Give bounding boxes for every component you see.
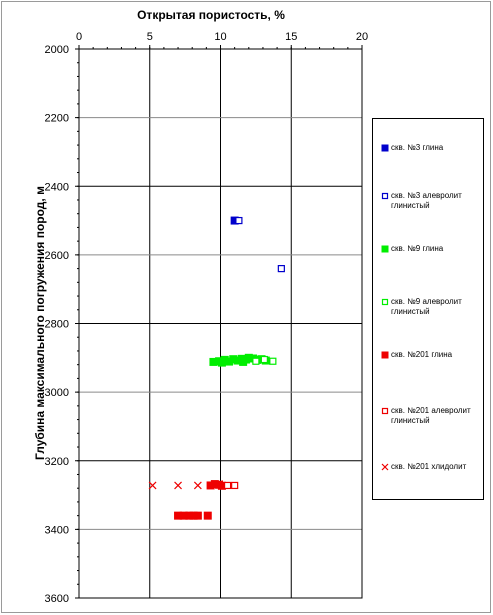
- data-point: [193, 481, 202, 490]
- data-point: [277, 265, 285, 273]
- x-tick-label: 10: [214, 31, 226, 43]
- x-tick-label: 20: [356, 31, 368, 43]
- y-tick-label: 2600: [45, 250, 69, 262]
- data-point: [174, 481, 182, 490]
- y-tick-label: 3200: [45, 456, 69, 468]
- legend-label: скв. №9 алевролит глинистый: [391, 297, 462, 316]
- legend-marker-icon: [381, 144, 389, 152]
- y-tick-label: 2000: [45, 44, 69, 56]
- mark-layer: [148, 216, 285, 520]
- data-point: [231, 481, 239, 490]
- legend-label: скв. №3 алевролит глинистый: [391, 191, 462, 210]
- legend-marker-icon: [381, 351, 389, 359]
- data-point: [260, 355, 268, 364]
- data-point: [239, 357, 248, 366]
- data-point: [148, 481, 157, 490]
- y-tick-label: 3000: [45, 387, 69, 399]
- legend-marker-icon: [381, 407, 389, 415]
- legend-marker-icon: [381, 463, 389, 471]
- tick-layer: 0 5 10 15 20 2000 2200 2400 2600 2800 3000 3200 3400…: [45, 31, 369, 605]
- legend-label: скв. №9 глина: [391, 244, 444, 253]
- y-tick-label: 2400: [45, 181, 69, 193]
- data-point: [215, 480, 224, 489]
- data-point: [269, 357, 277, 365]
- legend-label: скв. №201 алевролит глинистый: [391, 406, 471, 425]
- legend-marker-icon: [381, 298, 389, 306]
- x-tick-label: 15: [285, 31, 297, 43]
- x-tick-label: 5: [147, 31, 153, 43]
- data-point: [223, 481, 232, 490]
- x-axis-title: Открытая пористость, %: [137, 8, 285, 22]
- data-point: [193, 511, 202, 520]
- data-point: [235, 216, 243, 225]
- data-point: [217, 358, 226, 367]
- y-tick-label: 2800: [45, 319, 69, 331]
- x-tick-label: 0: [76, 31, 82, 43]
- legend-label: скв. №3 глина: [391, 143, 444, 152]
- legend-label: скв. №201 хлидолит: [391, 462, 467, 471]
- y-tick-label: 3400: [45, 524, 69, 536]
- grid-layer: [78, 48, 363, 599]
- legend: скв. №3 глина скв. №3 алевролит глинистый…: [372, 118, 484, 500]
- legend-label: скв. №201 глина: [391, 350, 453, 359]
- y-axis-title: Глубина максимального погружения пород, …: [33, 186, 47, 460]
- legend-marker-icon: [381, 245, 389, 253]
- legend-marker-icon: [381, 192, 389, 200]
- y-tick-label: 3600: [45, 593, 69, 605]
- y-tick-label: 2200: [45, 113, 69, 125]
- data-point: [252, 357, 260, 365]
- data-point: [203, 511, 212, 520]
